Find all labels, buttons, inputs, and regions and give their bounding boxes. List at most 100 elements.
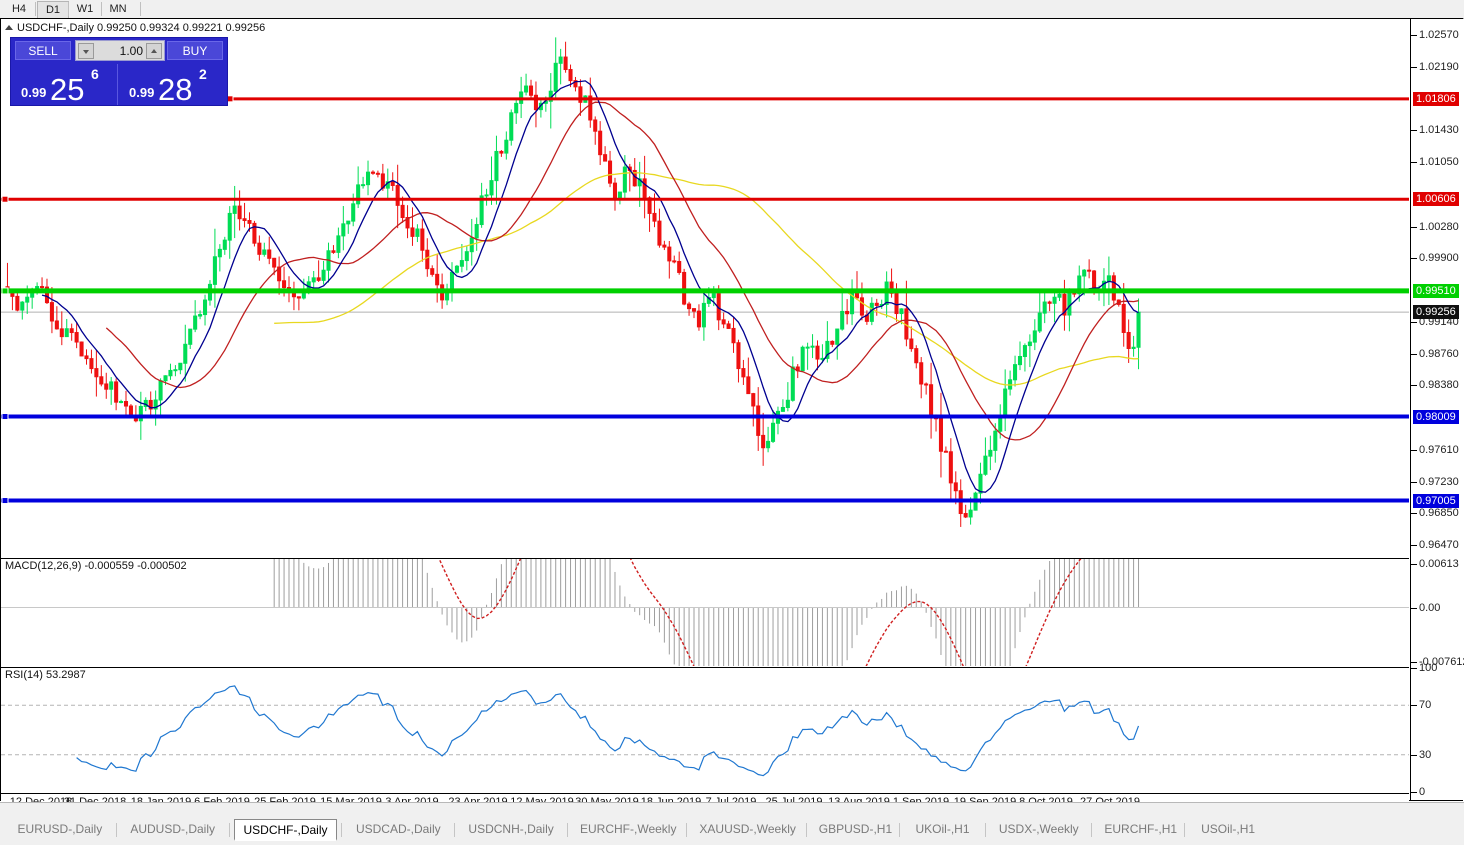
candle-body	[810, 345, 815, 348]
candle-body	[1111, 275, 1116, 301]
symbol-tab-ukoilh1[interactable]: UKOil-,H1	[915, 822, 970, 836]
candle-body	[983, 455, 988, 475]
buy-button[interactable]: BUY	[167, 41, 223, 60]
price-tag-blue[interactable]: 0.98009	[1413, 409, 1459, 424]
collapse-triangle-icon[interactable]	[5, 25, 13, 30]
candle-body	[390, 181, 395, 186]
volume-decrease-icon[interactable]	[78, 43, 94, 59]
symbol-tab-eurusddaily[interactable]: EURUSD-,Daily	[17, 822, 103, 836]
buy-price-quote[interactable]: 0.99 28 2	[120, 64, 225, 107]
candle-body	[1022, 345, 1027, 357]
price-tick	[1411, 385, 1417, 387]
candle-body	[474, 224, 479, 239]
candle-body	[212, 256, 217, 285]
candle-body	[568, 69, 573, 82]
timeframe-mn[interactable]: MN	[109, 3, 127, 15]
timeframe-h4[interactable]: H4	[11, 3, 27, 15]
sell-price-quote[interactable]: 0.99 25 6	[12, 64, 118, 107]
symbol-tab-gbpusdh1[interactable]: GBPUSD-,H1	[818, 822, 893, 836]
chart-frame: USDCHF-,Daily 0.99250 0.99324 0.99221 0.…	[0, 18, 1464, 812]
one-click-trading-panel[interactable]: SELL 1.00 BUY 0.99 25 6 0.99 28 2	[10, 37, 228, 107]
candle-body	[79, 341, 84, 357]
symbol-tab-usdcaddaily[interactable]: USDCAD-,Daily	[355, 822, 441, 836]
price-tick-label: 0.98760	[1419, 347, 1459, 360]
candle-body	[282, 280, 287, 289]
price-tick	[1411, 545, 1417, 547]
symbol-tab-eurchfweekly[interactable]: EURCHF-,Weekly	[580, 822, 677, 836]
candle-body	[919, 362, 924, 385]
candle-body	[1042, 301, 1047, 314]
rsi-pane[interactable]: RSI(14) 53.2987	[1, 667, 1409, 793]
symbol-tab-usdchfdaily[interactable]: USDCHF-,Daily	[233, 819, 338, 841]
candle-body	[514, 102, 519, 114]
octp-controls-row: SELL 1.00 BUY	[11, 38, 227, 63]
toolbar-divider	[101, 2, 102, 16]
candle-body	[1017, 355, 1023, 366]
candle-body	[894, 292, 899, 315]
candle-body	[528, 85, 534, 96]
timeframe-d1[interactable]: D1	[37, 1, 69, 18]
tab-divider	[805, 823, 807, 837]
volume-field[interactable]: 1.00	[75, 40, 165, 61]
price-tick-label: 0.97610	[1419, 443, 1459, 456]
candle-body	[736, 342, 741, 370]
price-tick-label: 0.97230	[1419, 475, 1459, 488]
candle-body	[948, 451, 953, 484]
price-tick-label: 0.99900	[1419, 252, 1459, 265]
price-tick-label: 1.01050	[1419, 156, 1459, 169]
candle-body	[336, 235, 341, 253]
candle-body	[756, 405, 761, 436]
line-anchor-handle[interactable]	[1, 195, 9, 203]
price-scale[interactable]: 1.02570 1.02190 1.01430 1.01050 1.00280 0.999…	[1410, 19, 1464, 800]
price-tick-label: 0.98380	[1419, 379, 1459, 392]
candle-body	[188, 328, 193, 345]
symbol-tab-usdxweekly[interactable]: USDX-,Weekly	[998, 822, 1079, 836]
price-tag-black[interactable]: 0.99256	[1413, 305, 1459, 320]
candle-body	[761, 434, 766, 449]
candle-body	[400, 204, 405, 219]
macd-pane[interactable]: MACD(12,26,9) -0.000559 -0.000502	[1, 558, 1409, 667]
toolbar-divider	[35, 2, 36, 16]
price-tag-green[interactable]: 0.99510	[1413, 283, 1459, 298]
price-pane[interactable]: USDCHF-,Daily 0.99250 0.99324 0.99221 0.…	[1, 19, 1409, 557]
symbol-tab-usoilh1[interactable]: USOil-,H1	[1201, 822, 1256, 836]
candle-body	[593, 119, 598, 132]
candle-body	[178, 362, 183, 371]
symbol-tab-xauusdweekly[interactable]: XAUUSD-,Weekly	[699, 822, 796, 836]
volume-increase-icon[interactable]	[146, 43, 162, 59]
price-tag-red[interactable]: 1.00606	[1413, 192, 1459, 207]
price-tag-red[interactable]: 1.01806	[1413, 91, 1459, 106]
candle-body	[805, 346, 810, 349]
candle-body	[657, 220, 662, 246]
symbol-tab-audusddaily[interactable]: AUDUSD-,Daily	[130, 822, 216, 836]
sell-button[interactable]: SELL	[15, 41, 71, 60]
candle-body	[1082, 269, 1087, 277]
candle-body	[49, 302, 54, 322]
candle-body	[938, 418, 943, 452]
price-tick-label: 0.96850	[1419, 507, 1459, 520]
symbol-tab-usdcnhdaily[interactable]: USDCNH-,Daily	[468, 822, 554, 836]
candle-body	[138, 405, 143, 422]
candle-body	[420, 228, 425, 251]
candle-body	[1126, 331, 1131, 349]
candle-body	[1131, 346, 1136, 349]
candle-body	[766, 440, 771, 449]
candle-body	[1052, 296, 1057, 304]
line-anchor-handle[interactable]	[1, 413, 9, 421]
macd-tick	[1411, 661, 1417, 663]
price-chart-canvas[interactable]	[1, 19, 1409, 557]
timeframe-w1[interactable]: W1	[76, 3, 94, 15]
symbol-tab-eurchfh1[interactable]: EURCHF-,H1	[1104, 822, 1178, 836]
rsi-chart-canvas[interactable]	[1, 668, 1409, 792]
candle-body	[123, 401, 129, 407]
candle-body	[59, 328, 64, 338]
buy-price-fraction: 2	[199, 66, 207, 82]
line-anchor-handle[interactable]	[1, 497, 9, 505]
candle-body	[361, 184, 366, 187]
candle-body	[1003, 388, 1008, 416]
candle-body	[459, 260, 464, 267]
macd-chart-canvas[interactable]	[1, 559, 1409, 666]
price-tag-blue[interactable]: 0.97005	[1413, 493, 1459, 508]
candle-body	[331, 250, 336, 253]
line-anchor-handle[interactable]	[1, 287, 9, 295]
